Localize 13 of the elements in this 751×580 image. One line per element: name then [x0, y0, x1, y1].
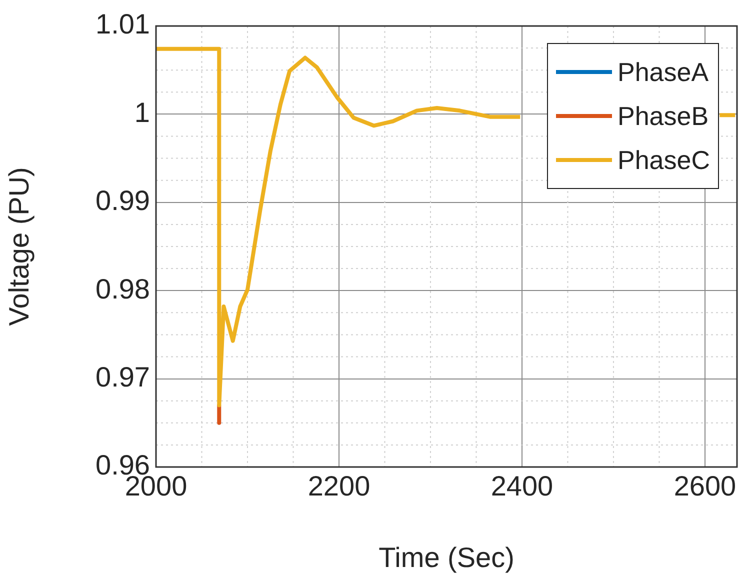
y-axis-title: Voltage (PU): [4, 167, 35, 326]
legend-label: PhaseA: [618, 56, 709, 88]
x-axis-title: Time (Sec): [378, 542, 514, 573]
y-tick-label: 0.97: [96, 362, 150, 393]
x-tick-label: 2600: [674, 470, 736, 502]
legend-label: PhaseC: [618, 144, 710, 176]
y-tick-label: 0.98: [96, 273, 150, 304]
x-tick-label: 2200: [308, 470, 370, 502]
x-tick-label: 2400: [490, 470, 554, 502]
y-tick-label: 1.01: [96, 8, 150, 40]
legend-label: PhaseB: [618, 100, 709, 132]
y-tick-label: 1: [134, 96, 150, 128]
y-tick-label: 0.99: [96, 185, 150, 216]
